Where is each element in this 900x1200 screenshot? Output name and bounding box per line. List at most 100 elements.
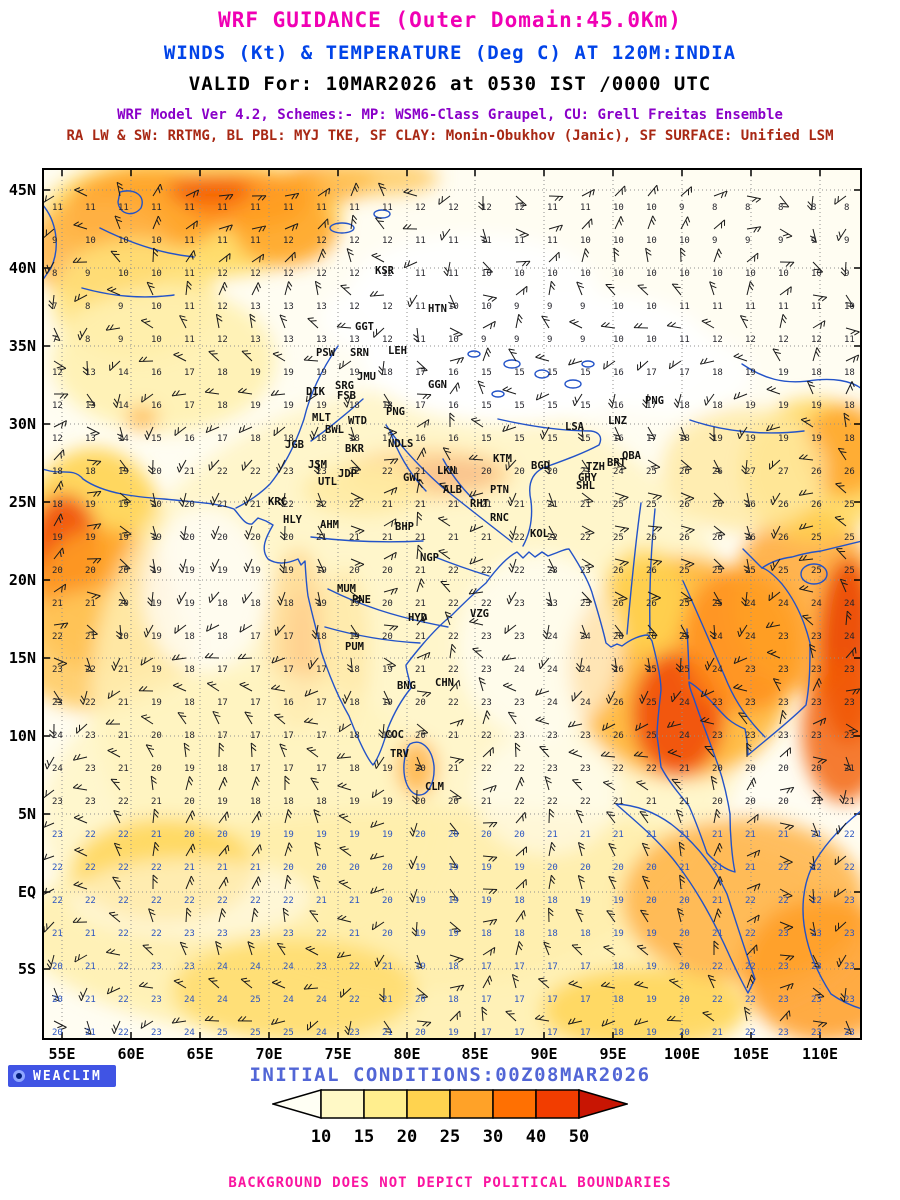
svg-text:20: 20 xyxy=(382,566,393,576)
svg-text:20: 20 xyxy=(118,599,129,609)
svg-text:19: 19 xyxy=(382,731,393,741)
svg-text:22: 22 xyxy=(283,500,294,510)
svg-text:22: 22 xyxy=(547,533,558,543)
svg-text:21: 21 xyxy=(448,764,459,774)
svg-text:25: 25 xyxy=(283,1028,294,1038)
svg-text:15: 15 xyxy=(547,368,558,378)
svg-text:13: 13 xyxy=(85,434,96,444)
svg-text:15: 15 xyxy=(547,401,558,411)
svg-text:23: 23 xyxy=(217,929,228,939)
svg-text:10: 10 xyxy=(118,236,129,246)
svg-text:19: 19 xyxy=(382,830,393,840)
svg-text:23: 23 xyxy=(745,698,756,708)
svg-text:18: 18 xyxy=(547,896,558,906)
svg-text:9: 9 xyxy=(811,236,816,246)
svg-text:10: 10 xyxy=(679,236,690,246)
svg-text:22: 22 xyxy=(85,896,96,906)
wind-barbs-layer: 11 11 11 11 11 11 11 11 11 11 11 12 12 12 12 11 11 10 10 9 8… xyxy=(42,181,861,1038)
station-label: HTN xyxy=(428,303,447,315)
svg-text:25: 25 xyxy=(613,533,624,543)
svg-text:23: 23 xyxy=(184,962,195,972)
svg-text:25: 25 xyxy=(745,566,756,576)
svg-text:24: 24 xyxy=(580,665,591,675)
svg-text:18: 18 xyxy=(514,929,525,939)
svg-text:20: 20 xyxy=(151,764,162,774)
svg-text:19: 19 xyxy=(448,929,459,939)
svg-text:17: 17 xyxy=(415,401,426,411)
svg-text:18: 18 xyxy=(349,434,360,444)
svg-text:21: 21 xyxy=(613,830,624,840)
svg-text:20: 20 xyxy=(580,863,591,873)
svg-text:20: 20 xyxy=(613,863,624,873)
svg-text:17: 17 xyxy=(250,698,261,708)
svg-text:23: 23 xyxy=(811,929,822,939)
svg-text:25: 25 xyxy=(646,731,657,741)
svg-text:20: 20 xyxy=(778,764,789,774)
svg-text:23: 23 xyxy=(514,599,525,609)
svg-text:24: 24 xyxy=(811,599,822,609)
svg-text:13: 13 xyxy=(250,335,261,345)
svg-text:21: 21 xyxy=(349,533,360,543)
colorbar-svg: 10 15 20 25 30 40 50 xyxy=(270,1089,630,1147)
svg-text:11: 11 xyxy=(184,203,195,213)
svg-text:23: 23 xyxy=(151,995,162,1005)
svg-text:18: 18 xyxy=(184,632,195,642)
svg-text:25: 25 xyxy=(646,665,657,675)
svg-text:18: 18 xyxy=(217,632,228,642)
svg-text:19: 19 xyxy=(778,368,789,378)
svg-text:19: 19 xyxy=(316,566,327,576)
svg-text:12: 12 xyxy=(250,269,261,279)
svg-text:10: 10 xyxy=(844,302,855,312)
station-label: BRT xyxy=(607,457,626,469)
svg-text:27: 27 xyxy=(778,467,789,477)
svg-text:17: 17 xyxy=(250,731,261,741)
svg-text:20: 20 xyxy=(283,533,294,543)
svg-text:23: 23 xyxy=(547,566,558,576)
svg-text:22: 22 xyxy=(745,995,756,1005)
svg-text:17: 17 xyxy=(184,368,195,378)
svg-text:23: 23 xyxy=(745,731,756,741)
svg-text:19: 19 xyxy=(745,434,756,444)
svg-text:19: 19 xyxy=(448,863,459,873)
svg-text:23: 23 xyxy=(250,929,261,939)
svg-text:17: 17 xyxy=(547,995,558,1005)
svg-text:20: 20 xyxy=(745,764,756,774)
svg-text:22: 22 xyxy=(547,797,558,807)
svg-text:11: 11 xyxy=(217,236,228,246)
svg-text:19: 19 xyxy=(283,830,294,840)
svg-text:23: 23 xyxy=(778,995,789,1005)
svg-text:10: 10 xyxy=(448,335,459,345)
svg-text:17: 17 xyxy=(217,698,228,708)
svg-text:18: 18 xyxy=(448,995,459,1005)
station-label: JSM xyxy=(308,459,327,471)
station-label: AHM xyxy=(320,519,339,531)
svg-text:19: 19 xyxy=(283,401,294,411)
svg-text:19: 19 xyxy=(382,797,393,807)
svg-text:19: 19 xyxy=(349,599,360,609)
svg-text:20: 20 xyxy=(52,566,63,576)
model-scheme-line: WRF Model Ver 4.2, Schemes:- MP: WSM6-Cl… xyxy=(117,107,783,123)
colorbar-right-arrow xyxy=(578,1089,630,1119)
svg-text:24: 24 xyxy=(184,1028,195,1038)
svg-text:20: 20 xyxy=(547,467,558,477)
svg-text:12: 12 xyxy=(217,269,228,279)
svg-text:18: 18 xyxy=(184,698,195,708)
svg-text:13: 13 xyxy=(85,401,96,411)
svg-text:12: 12 xyxy=(811,335,822,345)
svg-text:15: 15 xyxy=(580,434,591,444)
svg-text:19: 19 xyxy=(118,467,129,477)
svg-text:9: 9 xyxy=(85,269,90,279)
svg-text:9: 9 xyxy=(118,335,123,345)
station-label: PTN xyxy=(490,484,509,496)
physics-scheme-line: RA LW & SW: RRTMG, BL PBL: MYJ TKE, SF C… xyxy=(66,128,834,144)
station-label: CLM xyxy=(425,781,444,793)
svg-text:23: 23 xyxy=(811,698,822,708)
svg-text:26: 26 xyxy=(646,599,657,609)
lat-tick-label: 25N xyxy=(8,493,36,511)
svg-text:20: 20 xyxy=(481,830,492,840)
svg-text:19: 19 xyxy=(316,401,327,411)
svg-text:15: 15 xyxy=(580,368,591,378)
svg-text:22: 22 xyxy=(118,1028,129,1038)
svg-text:23: 23 xyxy=(778,1028,789,1038)
svg-text:12: 12 xyxy=(382,269,393,279)
